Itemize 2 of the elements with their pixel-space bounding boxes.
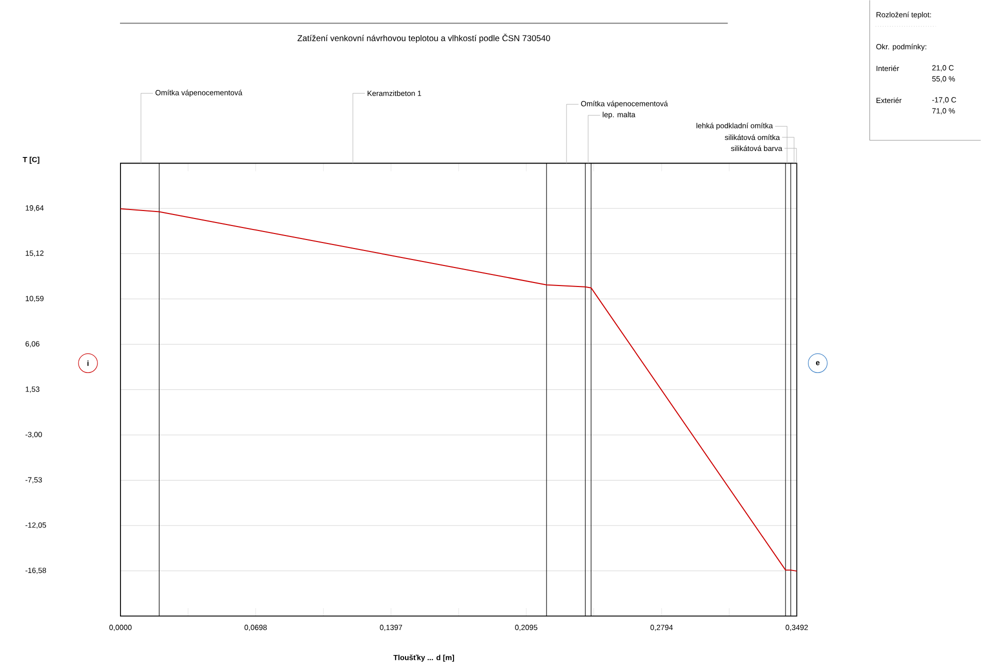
chart-title: Zatížení venkovní návrhovou teplotou a vlhkostí podle ČSN 730540 <box>298 34 550 43</box>
line-series <box>120 208 798 572</box>
